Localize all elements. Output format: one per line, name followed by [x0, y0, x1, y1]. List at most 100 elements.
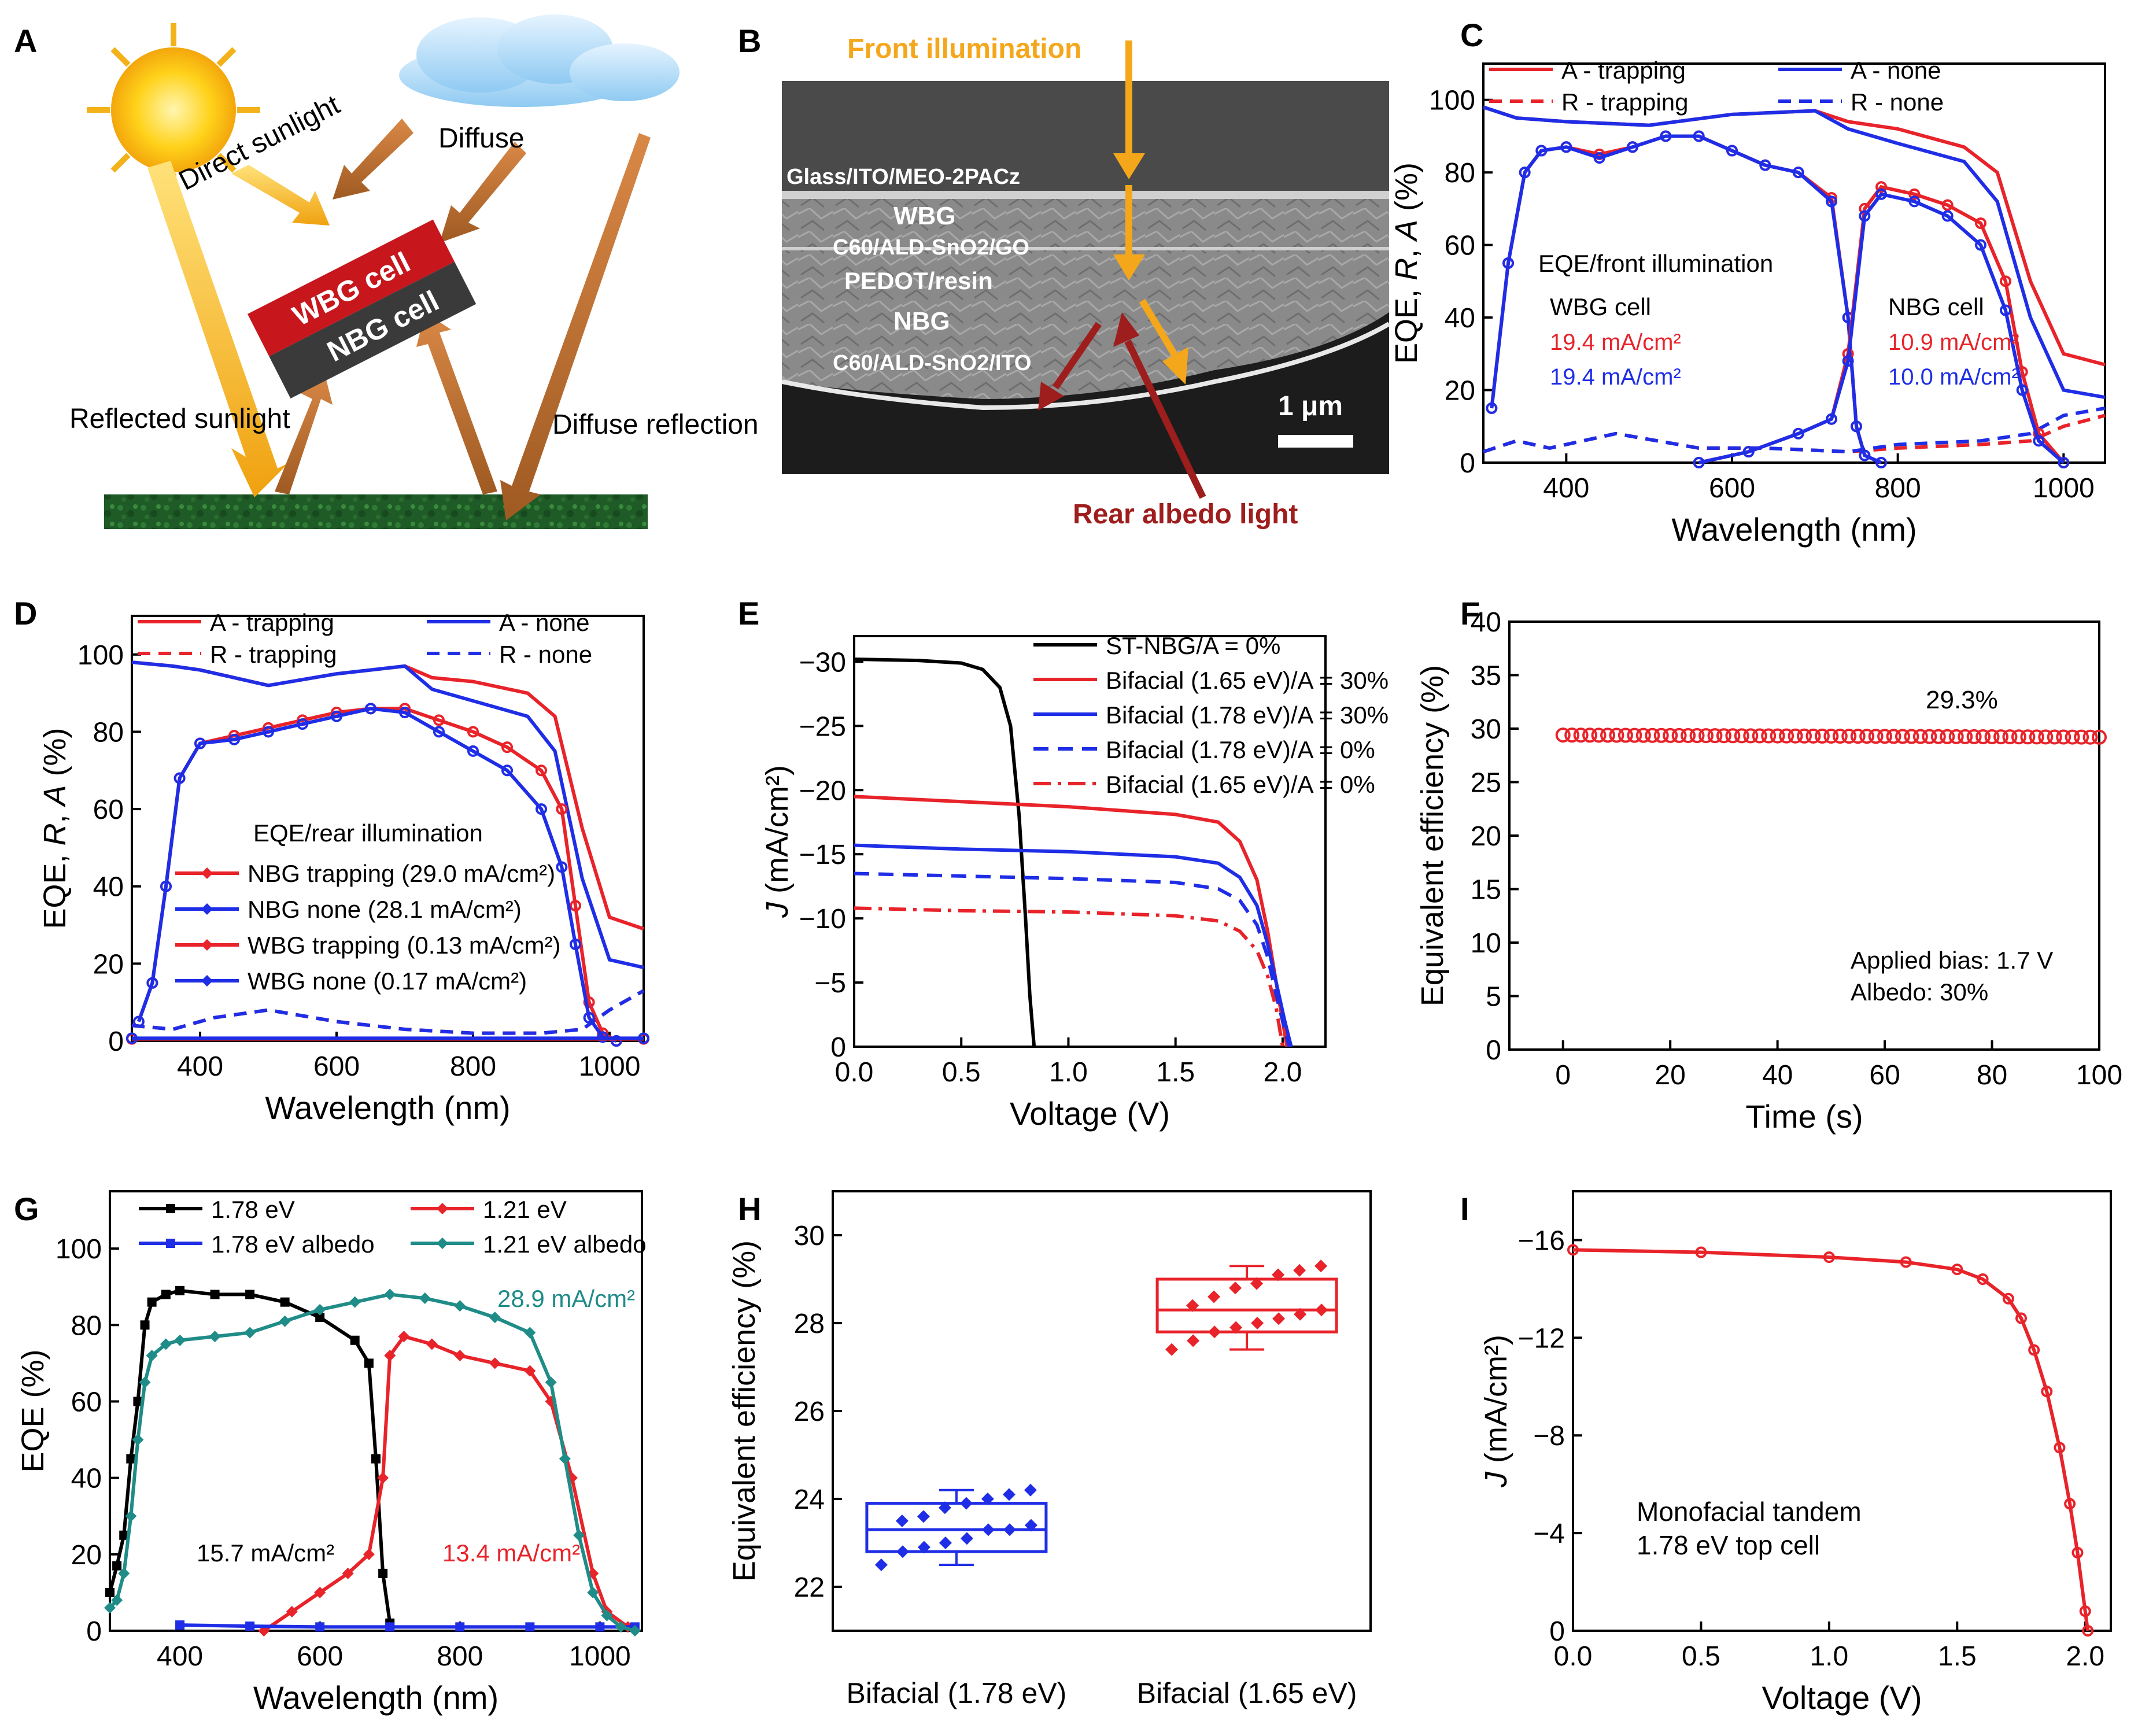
- series-line: [131, 660, 644, 969]
- data-point: [1294, 1307, 1307, 1321]
- data-point: [2002, 729, 2018, 745]
- y-axis-label-part: ,: [38, 806, 72, 823]
- data-point: [638, 1032, 649, 1044]
- y-tick-label: −5: [814, 968, 846, 999]
- data-point: [1859, 449, 1871, 461]
- data-point: [125, 1510, 137, 1522]
- series-line: [854, 871, 1291, 1047]
- data-point: [1908, 188, 1921, 200]
- data-point: [174, 1334, 186, 1346]
- x-tick-label: 600: [297, 1641, 343, 1672]
- y-tick-label: 100: [77, 640, 124, 671]
- scale-bar: [1278, 435, 1353, 448]
- x-tick-label: 1000: [579, 1051, 641, 1082]
- y-tick-label: 15: [1471, 875, 1501, 906]
- data-point: [426, 1338, 438, 1350]
- data-point: [1187, 1334, 1200, 1347]
- data-point: [2056, 729, 2071, 745]
- series-line: [131, 989, 645, 1035]
- legend-label: WBG none (0.17 mA/cm²): [248, 967, 527, 995]
- data-point: [1251, 1317, 1264, 1329]
- data-point: [1759, 159, 1771, 171]
- legend-label: Bifacial (1.78 eV)/A = 0%: [1106, 736, 1375, 763]
- legend-marker: [201, 975, 213, 987]
- data-point: [601, 1609, 613, 1622]
- data-point: [286, 1605, 298, 1617]
- y-tick-label: 0: [1549, 1616, 1565, 1647]
- data-point: [1600, 727, 1615, 743]
- data-point: [173, 772, 186, 784]
- legend-label: 1.78 eV: [211, 1196, 295, 1223]
- data-point: [1797, 728, 1812, 744]
- legend-marker: [437, 1203, 448, 1214]
- data-point: [1975, 239, 1986, 251]
- data-point: [559, 1453, 571, 1465]
- y-tick-label: 30: [794, 1221, 825, 1251]
- data-point: [1695, 1246, 1707, 1258]
- data-point: [228, 733, 240, 745]
- data-point: [2020, 729, 2036, 745]
- series-line: [1490, 134, 1882, 464]
- data-point: [315, 1313, 325, 1323]
- plot-frame: [109, 1190, 643, 1632]
- data-point: [371, 1454, 381, 1464]
- y-axis-label: J (mA/cm²): [760, 765, 795, 918]
- data-point: [1941, 210, 1954, 222]
- data-point: [1941, 199, 1954, 211]
- x-axis-label: Voltage (V): [1010, 1095, 1170, 1132]
- annotation: 19.4 mA/cm²: [1550, 364, 1681, 390]
- data-point: [126, 1032, 138, 1044]
- data-point: [1850, 729, 1866, 744]
- data-point: [331, 710, 342, 722]
- data-point: [1698, 728, 1714, 744]
- y-axis-label-part: R: [38, 823, 72, 845]
- data-point: [2074, 729, 2089, 745]
- panel-letter-g: G: [14, 1191, 39, 1227]
- data-point: [1186, 1299, 1199, 1312]
- data-point: [2058, 457, 2070, 468]
- x-tick-label: 600: [1709, 473, 1755, 504]
- data-point: [2000, 275, 2011, 287]
- diffuse-label: Diffuse: [438, 123, 525, 154]
- data-point: [105, 1587, 115, 1597]
- diffuse-reflection-label: Diffuse reflection: [552, 409, 759, 440]
- panel-a: A: [14, 14, 759, 529]
- y-tick-label: −16: [1518, 1225, 1565, 1256]
- front-illumination-arrow: [1113, 40, 1188, 385]
- y-tick-label: 25: [1471, 768, 1501, 799]
- chart-d: D 0 20 40 60 80 100 400 600 800 1000 Wavelength (nm…: [14, 595, 649, 1126]
- data-point: [1502, 257, 1514, 269]
- y-axis-label-part: EQE,: [38, 845, 72, 929]
- data-point: [1734, 728, 1749, 744]
- legend-label: 1.21 eV albedo: [483, 1231, 647, 1258]
- data-point: [1977, 1273, 1989, 1285]
- x-tick-label: 40: [1762, 1060, 1793, 1091]
- x-tick-label: 1.5: [1938, 1641, 1977, 1672]
- data-point: [363, 1548, 375, 1560]
- legend-marker: [201, 867, 213, 879]
- y-tick-label: 28: [794, 1309, 825, 1339]
- legend-label: NBG trapping (29.0 mA/cm²): [248, 860, 555, 887]
- data-point: [939, 1536, 952, 1549]
- annotation: 19.4 mA/cm²: [1550, 330, 1681, 355]
- series-line: [180, 1623, 635, 1629]
- panel-letter-c: C: [1460, 17, 1483, 53]
- x-tick-label: 400: [157, 1641, 203, 1672]
- data-point: [175, 1286, 185, 1295]
- y-tick-label: 35: [1471, 661, 1501, 692]
- data-point: [1486, 402, 1498, 414]
- sem-layer-5: C60/ALD-SnO2/ITO: [833, 351, 1031, 375]
- series-line: [108, 1292, 636, 1632]
- data-point: [210, 1290, 220, 1299]
- data-point: [455, 1622, 465, 1632]
- y-axis-label-part: ,: [1389, 241, 1424, 258]
- data-point: [1900, 1256, 1912, 1268]
- data-point: [615, 1621, 627, 1633]
- chart-e: E 0 −5 −10 −15 −20 −25 −30 0.0 0.5 1.0 1.5 2.0 Voltag…: [738, 595, 1389, 1132]
- data-point: [587, 1586, 599, 1598]
- series-line: [1698, 192, 2065, 464]
- front-illumination-label: Front illumination: [847, 34, 1081, 64]
- data-point: [536, 764, 547, 777]
- panel-letter-e: E: [738, 595, 759, 631]
